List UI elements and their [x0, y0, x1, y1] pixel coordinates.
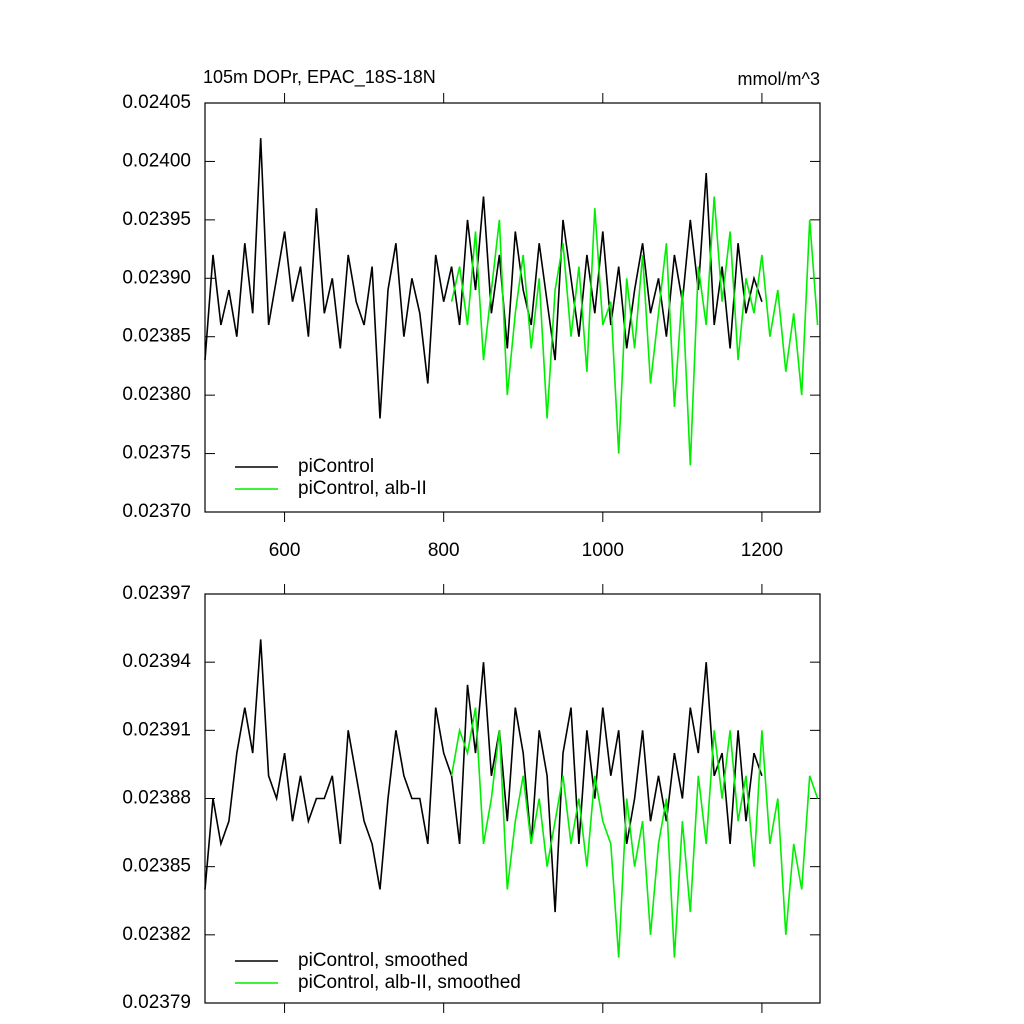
- x-tick-label: 1200: [741, 540, 783, 561]
- legend-label: piControl, smoothed: [298, 950, 468, 971]
- legend-label: piControl, alb-II, smoothed: [298, 972, 521, 993]
- y-tick-label: 0.02394: [122, 651, 191, 672]
- y-tick-label: 0.02397: [122, 583, 191, 604]
- y-tick-label: 0.02380: [122, 384, 191, 405]
- x-tick-label: 600: [269, 540, 301, 561]
- y-tick-label: 0.02405: [122, 92, 191, 113]
- legend-label: piControl: [298, 456, 374, 477]
- y-tick-label: 0.02388: [122, 788, 191, 809]
- legend-label: piControl, alb-II: [298, 478, 427, 499]
- y-tick-label: 0.02375: [122, 443, 191, 464]
- units-label: mmol/m^3: [738, 69, 820, 89]
- y-tick-label: 0.02379: [122, 992, 191, 1013]
- plot-frame: [204, 102, 821, 513]
- data-line: [450, 196, 819, 466]
- data-line: [450, 707, 819, 958]
- y-tick-label: 0.02391: [122, 719, 191, 740]
- y-tick-label: 0.02395: [122, 209, 191, 230]
- x-tick-label: 1000: [582, 540, 624, 561]
- y-tick-label: 0.02390: [122, 267, 191, 288]
- y-tick-label: 0.02385: [122, 326, 191, 347]
- y-tick-label: 0.02382: [122, 924, 191, 945]
- x-tick-label: 800: [428, 540, 460, 561]
- y-tick-label: 0.02370: [122, 501, 191, 522]
- y-tick-label: 0.02385: [122, 856, 191, 877]
- chart-title: 105m DOPr, EPAC_18S-18N: [203, 67, 436, 88]
- data-line: [204, 639, 763, 913]
- y-tick-label: 0.02400: [122, 150, 191, 171]
